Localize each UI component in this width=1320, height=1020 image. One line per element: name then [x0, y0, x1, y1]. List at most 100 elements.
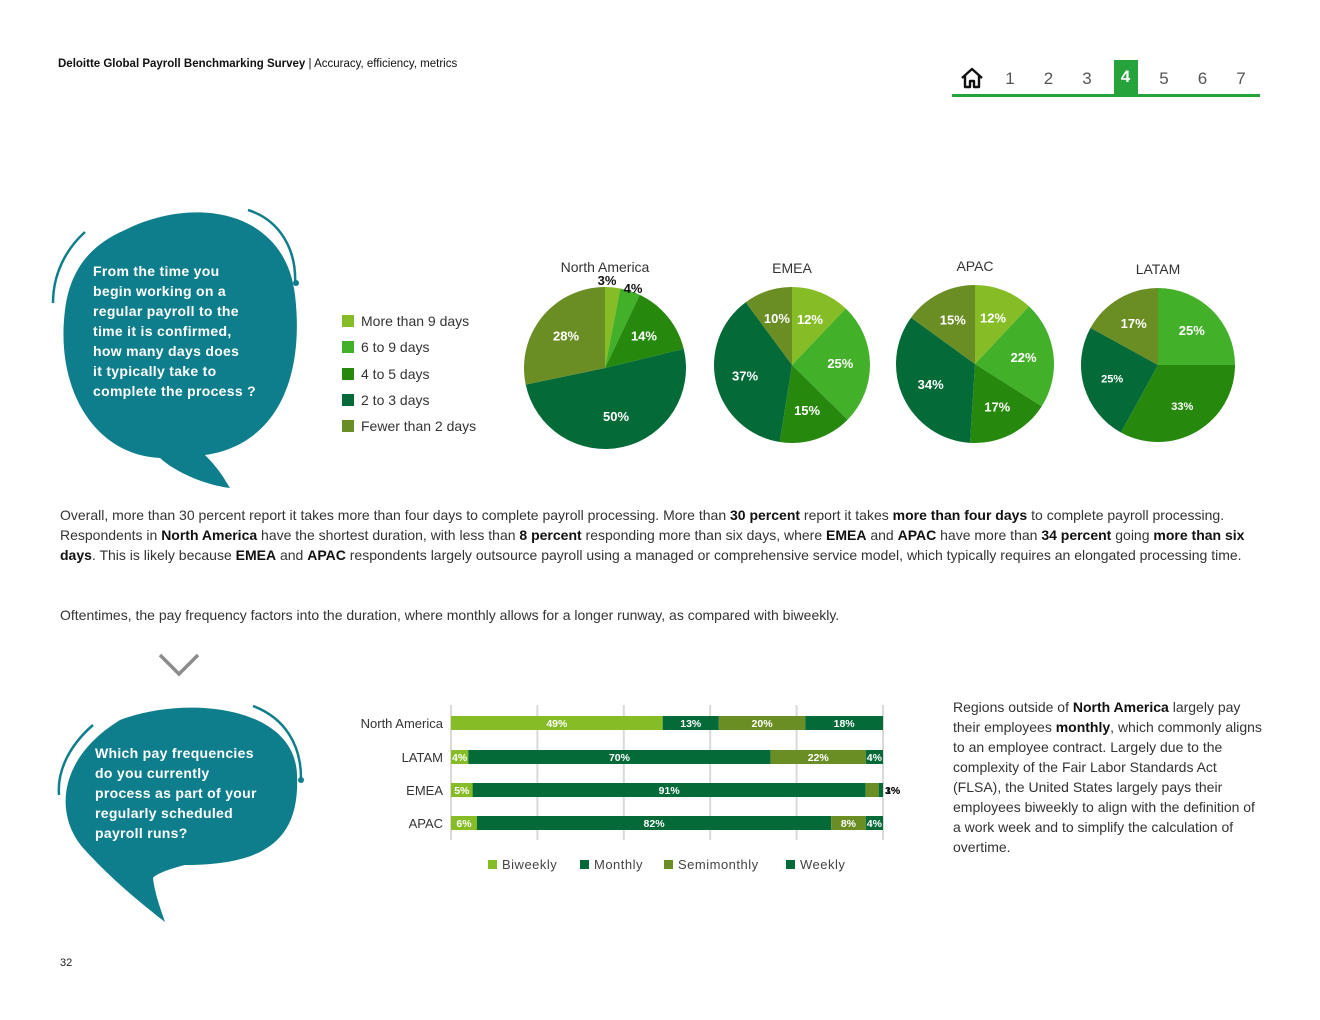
bar-segment	[831, 816, 866, 830]
bubble-swoosh-1	[247, 208, 297, 286]
emphasis-text: North America	[1072, 699, 1169, 715]
body-text: Regions outside of	[953, 699, 1073, 715]
pie-data-label: 15%	[940, 312, 966, 327]
pie-slice	[605, 287, 621, 368]
legend-label: 2 to 3 days	[361, 392, 430, 409]
pay-frequency-bar-chart: North America 49% 13% 20% 18% LATAM 4% 70% 22% 4%…	[361, 705, 901, 872]
pie-data-label: 50%	[603, 409, 629, 424]
bubble-swoosh-3	[252, 704, 303, 779]
pie-title: EMEA	[772, 260, 812, 276]
question-bubble-2	[57, 704, 304, 922]
pie-slice	[1120, 365, 1235, 442]
analysis-paragraph-1: Overall, more than 30 percent report it …	[60, 505, 1260, 565]
bar-legend-label: Semimonthly	[678, 857, 759, 872]
legend-item: 6 to 9 days	[342, 334, 476, 360]
legend-swatch	[342, 315, 354, 328]
header-subtitle: Accuracy, efficiency, metrics	[314, 58, 458, 70]
nav-page-7[interactable]: 7	[1236, 69, 1246, 88]
bar-segment	[451, 816, 477, 830]
pie-data-label: 10%	[764, 311, 790, 326]
body-text: responding more than six days, where	[581, 527, 827, 543]
pie-data-label: 25%	[1179, 323, 1205, 338]
bar-segment	[718, 716, 806, 730]
pie-data-label: 33%	[1171, 401, 1193, 413]
legend-item: Fewer than 2 days	[342, 413, 476, 439]
bar-segment	[451, 750, 469, 764]
nav-page-6[interactable]: 6	[1197, 69, 1208, 88]
emphasis-text: EMEA	[235, 547, 277, 563]
pie-data-label: 3%	[598, 273, 617, 288]
nav-page-4[interactable]: 4	[1113, 60, 1138, 94]
pie-data-label: 17%	[1121, 316, 1147, 331]
pie-data-label: 15%	[794, 403, 820, 418]
body-text: report it takes	[800, 507, 893, 523]
pie-data-label: 25%	[1101, 373, 1123, 385]
bar-legend-swatch	[580, 860, 589, 869]
legend-label: 4 to 5 days	[361, 365, 430, 382]
bar-segment	[662, 716, 719, 730]
nav-page-2[interactable]: 2	[1043, 69, 1054, 88]
bar-data-label: 5%	[454, 785, 470, 797]
legend-swatch	[342, 367, 354, 380]
question-2-line: Which pay frequencies	[95, 745, 254, 761]
bar-segment	[451, 716, 663, 730]
pie-title: North America	[561, 259, 650, 275]
body-text: . This is likely because	[91, 547, 236, 563]
nav-page-5[interactable]: 5	[1159, 69, 1169, 88]
bar-data-label: 3%	[885, 785, 901, 797]
bar-data-label: 91%	[659, 785, 681, 797]
question-2-line: process as part of your	[95, 785, 257, 801]
body-text: and	[866, 527, 898, 543]
nav-page-1[interactable]: 1	[1005, 69, 1015, 88]
bar-segment	[472, 783, 866, 797]
bar-legend-swatch	[664, 860, 673, 869]
bar-legend-swatch	[786, 860, 795, 869]
pay-frequency-commentary: Regions outside of North America largely…	[953, 697, 1263, 857]
bubble-swoosh-2	[51, 231, 86, 304]
home-icon[interactable]	[960, 66, 984, 90]
pie-slice	[605, 288, 640, 368]
pie-data-label: 4%	[624, 281, 643, 296]
bar-category-label: LATAM	[402, 750, 443, 765]
question-1-text: From the time you begin working on a regul…	[93, 261, 256, 401]
page-number: 32	[60, 957, 73, 969]
pie-title: APAC	[956, 258, 993, 274]
nav-underline	[952, 94, 1260, 97]
bar-data-label: 4%	[452, 752, 468, 764]
pie-slice	[1158, 288, 1235, 365]
pie-data-label: 12%	[980, 310, 1006, 325]
nav-page-3[interactable]: 3	[1082, 69, 1092, 88]
legend-swatch	[342, 394, 354, 407]
bar-segment	[770, 750, 866, 764]
pie-latam: LATAM 25% 33% 25% 17%	[1081, 261, 1235, 442]
chevron-down-icon[interactable]	[158, 652, 200, 678]
body-text: , which commonly aligns to an employee c…	[953, 719, 1262, 855]
bar-data-label: 4%	[867, 752, 883, 764]
bar-data-label: 22%	[808, 752, 830, 764]
pie-slice	[975, 306, 1054, 407]
bar-data-label: 18%	[834, 718, 856, 730]
legend-item: 4 to 5 days	[342, 361, 476, 387]
question-1-line: complete the process ?	[93, 383, 256, 399]
legend-label: 6 to 9 days	[361, 339, 430, 356]
emphasis-text: EMEA	[826, 527, 867, 543]
question-1-line: begin working on a	[93, 283, 226, 299]
body-text: and	[276, 547, 308, 563]
pie-title: LATAM	[1136, 261, 1181, 277]
pie-slice	[525, 348, 686, 449]
bar-data-label: 8%	[841, 818, 857, 830]
question-1-line: it typically take to	[93, 363, 217, 379]
question-1-line: regular payroll to the	[93, 303, 239, 319]
pie-slice	[714, 302, 792, 443]
pie-slice	[524, 287, 605, 385]
page-navigation: 1 2 3 4 5 6 7	[952, 60, 1260, 98]
legend-label: Fewer than 2 days	[361, 418, 477, 435]
bar-data-label: 1%	[885, 785, 901, 797]
bar-segment	[865, 750, 883, 764]
pie-data-label: 34%	[918, 377, 944, 392]
body-text: going	[1111, 527, 1154, 543]
bar-legend-swatch	[488, 860, 497, 869]
question-1-line: time it is confirmed,	[93, 323, 232, 339]
